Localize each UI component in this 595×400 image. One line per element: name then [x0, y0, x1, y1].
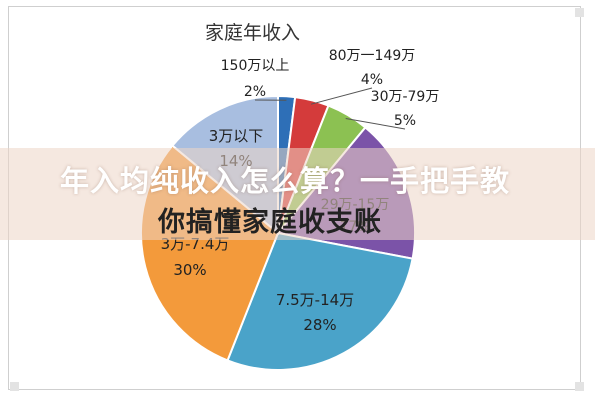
chart-title: 家庭年收入 [205, 22, 300, 44]
slice-percent-4: 28% [303, 316, 336, 334]
slice-percent-2: 5% [394, 113, 416, 129]
slice-percent-0: 2% [244, 84, 266, 100]
slice-label-0: 150万以上 [221, 58, 290, 74]
slice-percent-5: 30% [173, 261, 206, 279]
slice-label-4: 7.5万-14万 [276, 291, 354, 309]
pie-slice-4 [226, 231, 414, 371]
headline-line-2: 你搞懂家庭收支账 [158, 207, 382, 238]
corner-marker-bottom-left [10, 382, 19, 391]
leader-lines [254, 87, 406, 130]
headline-line-1: 年入均纯收入怎么算？一手把手教 [60, 164, 511, 198]
leader-line-1 [310, 87, 373, 105]
corner-marker-top-right [575, 8, 584, 17]
slice-label-6: 3万以下 [209, 127, 264, 145]
slice-label-1: 80万一149万 [329, 48, 416, 64]
leader-line-2 [345, 118, 406, 130]
corner-marker-bottom-right [575, 382, 584, 391]
slice-label-2: 30万-79万 [371, 89, 440, 105]
headline-banner [0, 148, 595, 240]
slice-percent-1: 4% [361, 72, 383, 88]
